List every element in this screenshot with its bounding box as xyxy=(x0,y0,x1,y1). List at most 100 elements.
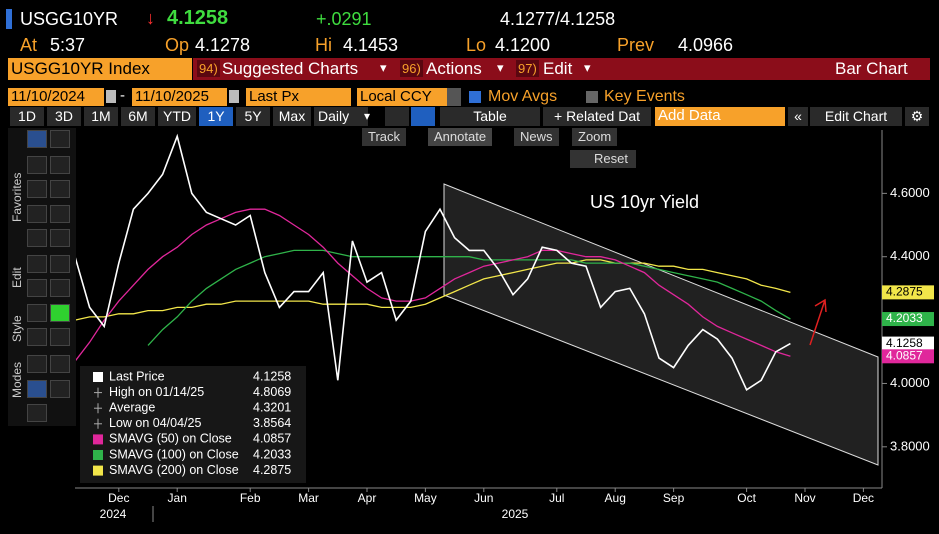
tool-icon[interactable] xyxy=(50,355,70,373)
tool-icon[interactable] xyxy=(27,130,47,148)
period-button[interactable]: YTD xyxy=(158,107,196,126)
chart-type-button[interactable] xyxy=(411,107,435,126)
settings-button[interactable]: ⚙ xyxy=(905,107,929,126)
chart-tool-label: Annotate xyxy=(434,129,487,144)
frequency-select[interactable]: Daily xyxy=(314,107,368,126)
tool-icon[interactable] xyxy=(50,130,70,148)
add-data-input[interactable]: Add Data xyxy=(655,107,785,126)
side-tab[interactable]: Style xyxy=(10,315,24,342)
checkbox-checked[interactable] xyxy=(469,91,481,103)
x-tick-label: Aug xyxy=(605,491,626,505)
menu-item[interactable]: Edit xyxy=(543,59,573,78)
annotation-arrow xyxy=(809,299,826,346)
tool-icon[interactable] xyxy=(50,156,70,174)
last-value-badge xyxy=(882,312,934,327)
stat-value: 4.1200 xyxy=(495,35,551,55)
legend-value: 4.2033 xyxy=(253,447,291,461)
related-data-button[interactable]: + Related Dat xyxy=(543,107,651,126)
menu-caret: ▾ xyxy=(380,60,387,75)
legend-value: 4.8069 xyxy=(253,385,291,399)
tool-icon[interactable] xyxy=(27,304,47,322)
chart-tool[interactable]: Annotate xyxy=(428,128,493,146)
legend-swatch xyxy=(93,450,103,460)
chart-tool-label: Zoom xyxy=(578,129,612,144)
tool-icon[interactable] xyxy=(50,328,70,346)
dropdown-button[interactable] xyxy=(447,88,461,106)
tool-panel xyxy=(8,128,76,426)
date-separator: - xyxy=(120,87,125,104)
side-tab[interactable]: Edit xyxy=(10,267,24,288)
last-value-label: 4.0857 xyxy=(886,348,923,362)
start-date[interactable]: 11/10/2024 xyxy=(8,88,104,106)
last-price: 4.1258 xyxy=(167,7,229,29)
legend-value: 4.1258 xyxy=(253,369,291,383)
tool-icon[interactable] xyxy=(50,229,70,247)
stat-value: 4.1278 xyxy=(195,35,251,55)
tool-icon[interactable] xyxy=(50,279,70,297)
x-tick-label: Feb xyxy=(240,491,261,505)
color-swatch[interactable] xyxy=(50,304,70,322)
last-value-label: 4.1258 xyxy=(886,336,923,350)
period-button[interactable]: 1M xyxy=(84,107,118,126)
chart-style[interactable]: Bar Chart xyxy=(835,59,908,78)
stat-label: Hi xyxy=(315,35,332,55)
stat-label: Op xyxy=(165,35,190,55)
period-button[interactable]: 5Y xyxy=(236,107,270,126)
tool-icon[interactable] xyxy=(27,229,47,247)
chart-tool[interactable]: Track xyxy=(362,128,407,146)
side-tab[interactable]: Favorites xyxy=(10,172,24,222)
collapse-button[interactable]: « xyxy=(788,107,808,126)
checkbox[interactable] xyxy=(586,91,598,103)
stat-label: Prev xyxy=(617,35,655,55)
edit-chart-button[interactable]: Edit Chart xyxy=(810,107,902,126)
tool-icon[interactable] xyxy=(50,180,70,198)
tool-icon[interactable] xyxy=(50,380,70,398)
chart-tool-label: Track xyxy=(368,129,401,144)
legend-label: Average xyxy=(109,400,155,414)
x-tick-label: Mar xyxy=(298,491,319,505)
table-button[interactable]: Table xyxy=(440,107,540,126)
period-button[interactable]: 1D xyxy=(10,107,44,126)
period-button[interactable]: Max xyxy=(273,107,311,126)
legend-value: 4.0857 xyxy=(253,432,291,446)
menu-item[interactable]: Suggested Charts xyxy=(222,59,359,78)
tool-icon[interactable] xyxy=(27,180,47,198)
tool-icon[interactable] xyxy=(50,205,70,223)
calendar-icon[interactable] xyxy=(229,90,239,103)
annotation-arrow-head xyxy=(814,298,827,313)
currency-select[interactable]: Local CCY xyxy=(357,88,447,106)
tool-icon[interactable] xyxy=(27,255,47,273)
x-tick-label: Jul xyxy=(549,491,564,505)
period-button[interactable]: 6M xyxy=(121,107,155,126)
x-tick-label: Apr xyxy=(358,491,377,505)
stat-value: 4.0966 xyxy=(678,35,734,55)
stat-value: 5:37 xyxy=(50,35,86,55)
reset-button[interactable]: Reset xyxy=(570,150,636,168)
period-button-selected[interactable]: 1Y xyxy=(199,107,233,126)
chart-type-button[interactable] xyxy=(385,107,409,126)
period-button[interactable]: 3D xyxy=(47,107,81,126)
moving-average-line xyxy=(74,259,791,321)
menu-number: 94) xyxy=(197,60,220,77)
tool-icon[interactable] xyxy=(27,205,47,223)
chart-annotation: US 10yr Yield xyxy=(590,192,699,212)
field-select[interactable]: Last Px xyxy=(246,88,351,106)
legend-value: 4.2875 xyxy=(253,463,291,477)
tool-icon[interactable] xyxy=(27,355,47,373)
calendar-icon[interactable] xyxy=(106,90,116,103)
last-value-badge xyxy=(882,285,934,300)
tool-icon[interactable] xyxy=(27,380,47,398)
x-tick-label: Dec xyxy=(853,491,874,505)
security-field[interactable]: USGG10YR Index xyxy=(8,58,192,80)
tool-icon[interactable] xyxy=(50,255,70,273)
tool-icon[interactable] xyxy=(27,279,47,297)
chart-tool[interactable]: News xyxy=(514,128,559,146)
menu-item[interactable]: Actions xyxy=(426,59,482,78)
tool-icon[interactable] xyxy=(27,328,47,346)
side-tab[interactable]: Modes xyxy=(10,361,24,398)
chart-tool[interactable]: Zoom xyxy=(572,128,618,146)
tool-icon[interactable] xyxy=(27,156,47,174)
end-date[interactable]: 11/10/2025 xyxy=(132,88,227,106)
legend-label: SMAVG (50) on Close xyxy=(109,432,232,446)
tool-icon[interactable] xyxy=(27,404,47,422)
